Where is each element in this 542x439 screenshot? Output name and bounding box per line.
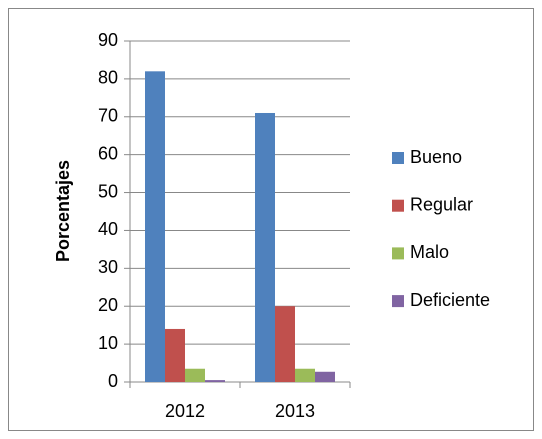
y-tick-label: 80 [98, 68, 118, 88]
y-tick-label: 60 [98, 143, 118, 163]
y-tick-label: 10 [98, 333, 118, 353]
bar [275, 306, 295, 382]
x-tick-label: 2012 [165, 401, 205, 421]
bar [145, 71, 165, 383]
y-tick-label: 40 [98, 219, 118, 239]
x-tick-label: 2013 [275, 401, 315, 421]
bar [185, 368, 205, 382]
y-tick-label: 0 [108, 371, 118, 391]
y-tick-label: 50 [98, 181, 118, 201]
bar [315, 371, 335, 382]
legend-label: Malo [410, 242, 449, 262]
y-tick-label: 90 [98, 30, 118, 50]
y-tick-label: 30 [98, 257, 118, 277]
y-tick-label: 70 [98, 106, 118, 126]
legend-label: Deficiente [410, 290, 490, 310]
legend-label: Regular [410, 194, 473, 214]
legend-swatch [392, 199, 404, 212]
bar [205, 380, 225, 382]
legend-swatch [392, 152, 404, 164]
legend-swatch [392, 247, 404, 260]
legend-label: Bueno [410, 147, 462, 167]
bar [295, 368, 315, 382]
bar [165, 328, 185, 382]
bar [255, 112, 275, 382]
y-tick-label: 20 [98, 295, 118, 315]
legend-swatch [392, 295, 404, 308]
y-axis-label: Porcentajes [53, 160, 73, 262]
